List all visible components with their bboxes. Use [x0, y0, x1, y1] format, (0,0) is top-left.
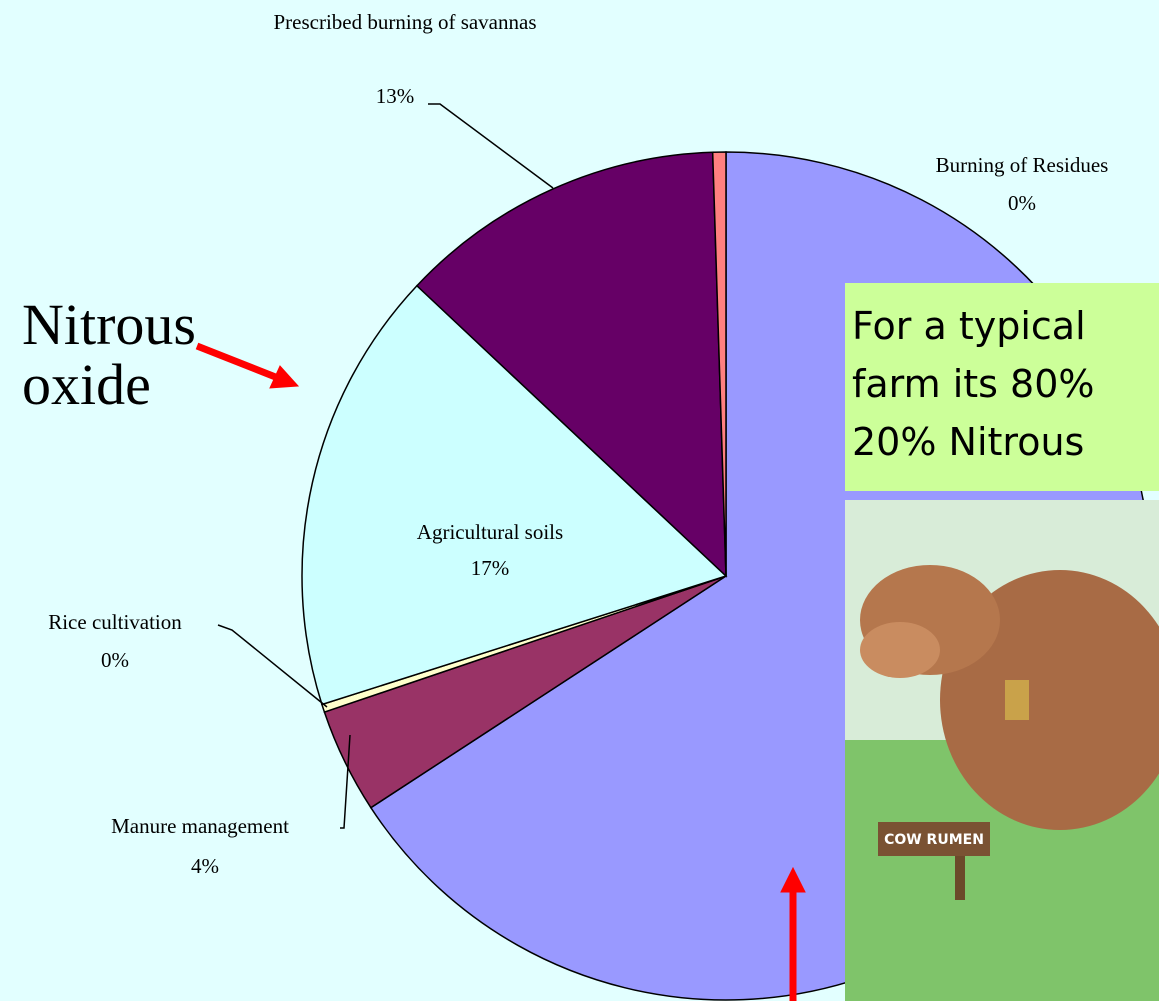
- callout-text: For a typical: [852, 304, 1086, 348]
- callout-text: 20% Nitrous: [852, 420, 1084, 464]
- callout-text: farm its 80%: [852, 362, 1095, 406]
- slice-label: Agricultural soils: [370, 513, 610, 551]
- slide: COW RUMEN Prescribed burning of savannas…: [0, 0, 1159, 1001]
- leader-line: [428, 104, 553, 188]
- slice-value-label: 4%: [175, 847, 235, 885]
- slice-value-label: 13%: [375, 77, 415, 115]
- heading: oxide: [22, 355, 151, 415]
- slice-value-label: 0%: [85, 641, 145, 679]
- slice-label: Burning of Residues: [880, 146, 1159, 184]
- slice-label: Prescribed burning of savannas: [270, 3, 540, 41]
- arrow: [197, 346, 278, 378]
- slice-label: Rice cultivation: [0, 603, 230, 641]
- cow-image: [845, 500, 1159, 1001]
- heading: Nitrous: [22, 295, 196, 355]
- slice-value-label: 0%: [992, 184, 1052, 222]
- slice-value-label: 17%: [460, 549, 520, 587]
- sign-text: COW RUMEN: [884, 832, 984, 848]
- slice-label: Manure management: [55, 807, 345, 845]
